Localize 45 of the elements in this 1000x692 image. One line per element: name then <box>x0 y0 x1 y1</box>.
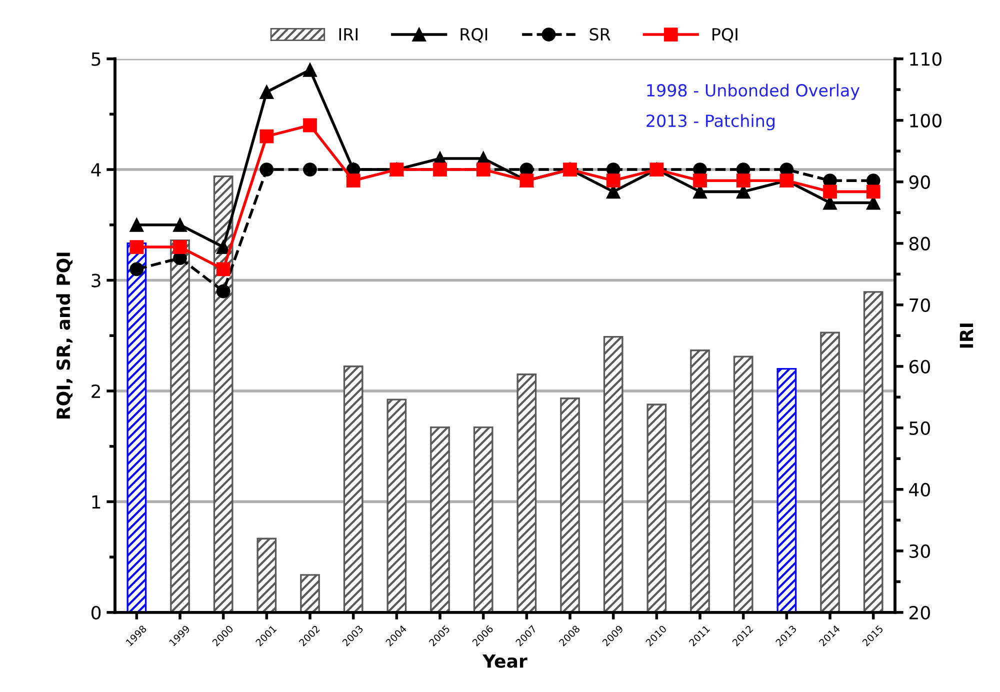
y-tick-label: 5 <box>92 52 100 66</box>
point <box>173 218 187 232</box>
y2-tick-label: 80 <box>909 236 930 250</box>
point <box>216 284 230 298</box>
annotation: 2013 - Patching <box>646 114 774 130</box>
y2-tick-label: 90 <box>909 175 930 189</box>
point <box>303 62 317 77</box>
point <box>260 129 274 144</box>
point <box>346 174 360 188</box>
y2-tick-label: 70 <box>910 298 930 312</box>
y2-tick-label: 60 <box>909 360 930 374</box>
point <box>260 85 274 99</box>
point <box>693 174 707 188</box>
point <box>216 262 230 276</box>
point <box>866 184 880 199</box>
point <box>303 162 317 176</box>
y2-tick-label: 30 <box>910 544 930 558</box>
point <box>823 184 837 199</box>
y2-axis-title: IRI <box>960 324 974 348</box>
legend-label: IRI <box>339 28 358 40</box>
y2-tick-label: 110 <box>910 52 942 66</box>
y2-tick-label: 50 <box>910 421 930 436</box>
annotation: 1998 - Unbonded Overlay <box>647 84 860 100</box>
y2-tick-label: 40 <box>909 482 930 497</box>
y-tick-label: 3 <box>92 274 100 288</box>
point <box>130 218 144 232</box>
point <box>303 118 317 132</box>
point <box>260 162 274 176</box>
point <box>130 240 144 254</box>
y-tick-label: 1 <box>92 495 100 509</box>
point <box>606 174 620 188</box>
point <box>216 240 230 254</box>
y-axis-title: RQI, SR, and PQI <box>56 252 73 418</box>
y2-tick-label: 100 <box>910 114 942 128</box>
legend-label: SR <box>590 28 610 41</box>
y-tick-label: 4 <box>91 163 101 176</box>
x-axis-title: Year <box>482 654 528 668</box>
legend-label: RQI <box>460 28 488 42</box>
legend-label: PQI <box>712 28 738 42</box>
point <box>130 262 144 276</box>
point <box>736 174 750 188</box>
point <box>173 240 187 254</box>
y-tick-label: 2 <box>92 384 100 398</box>
y2-tick-label: 20 <box>910 606 930 620</box>
y-tick-label: 0 <box>92 606 101 620</box>
